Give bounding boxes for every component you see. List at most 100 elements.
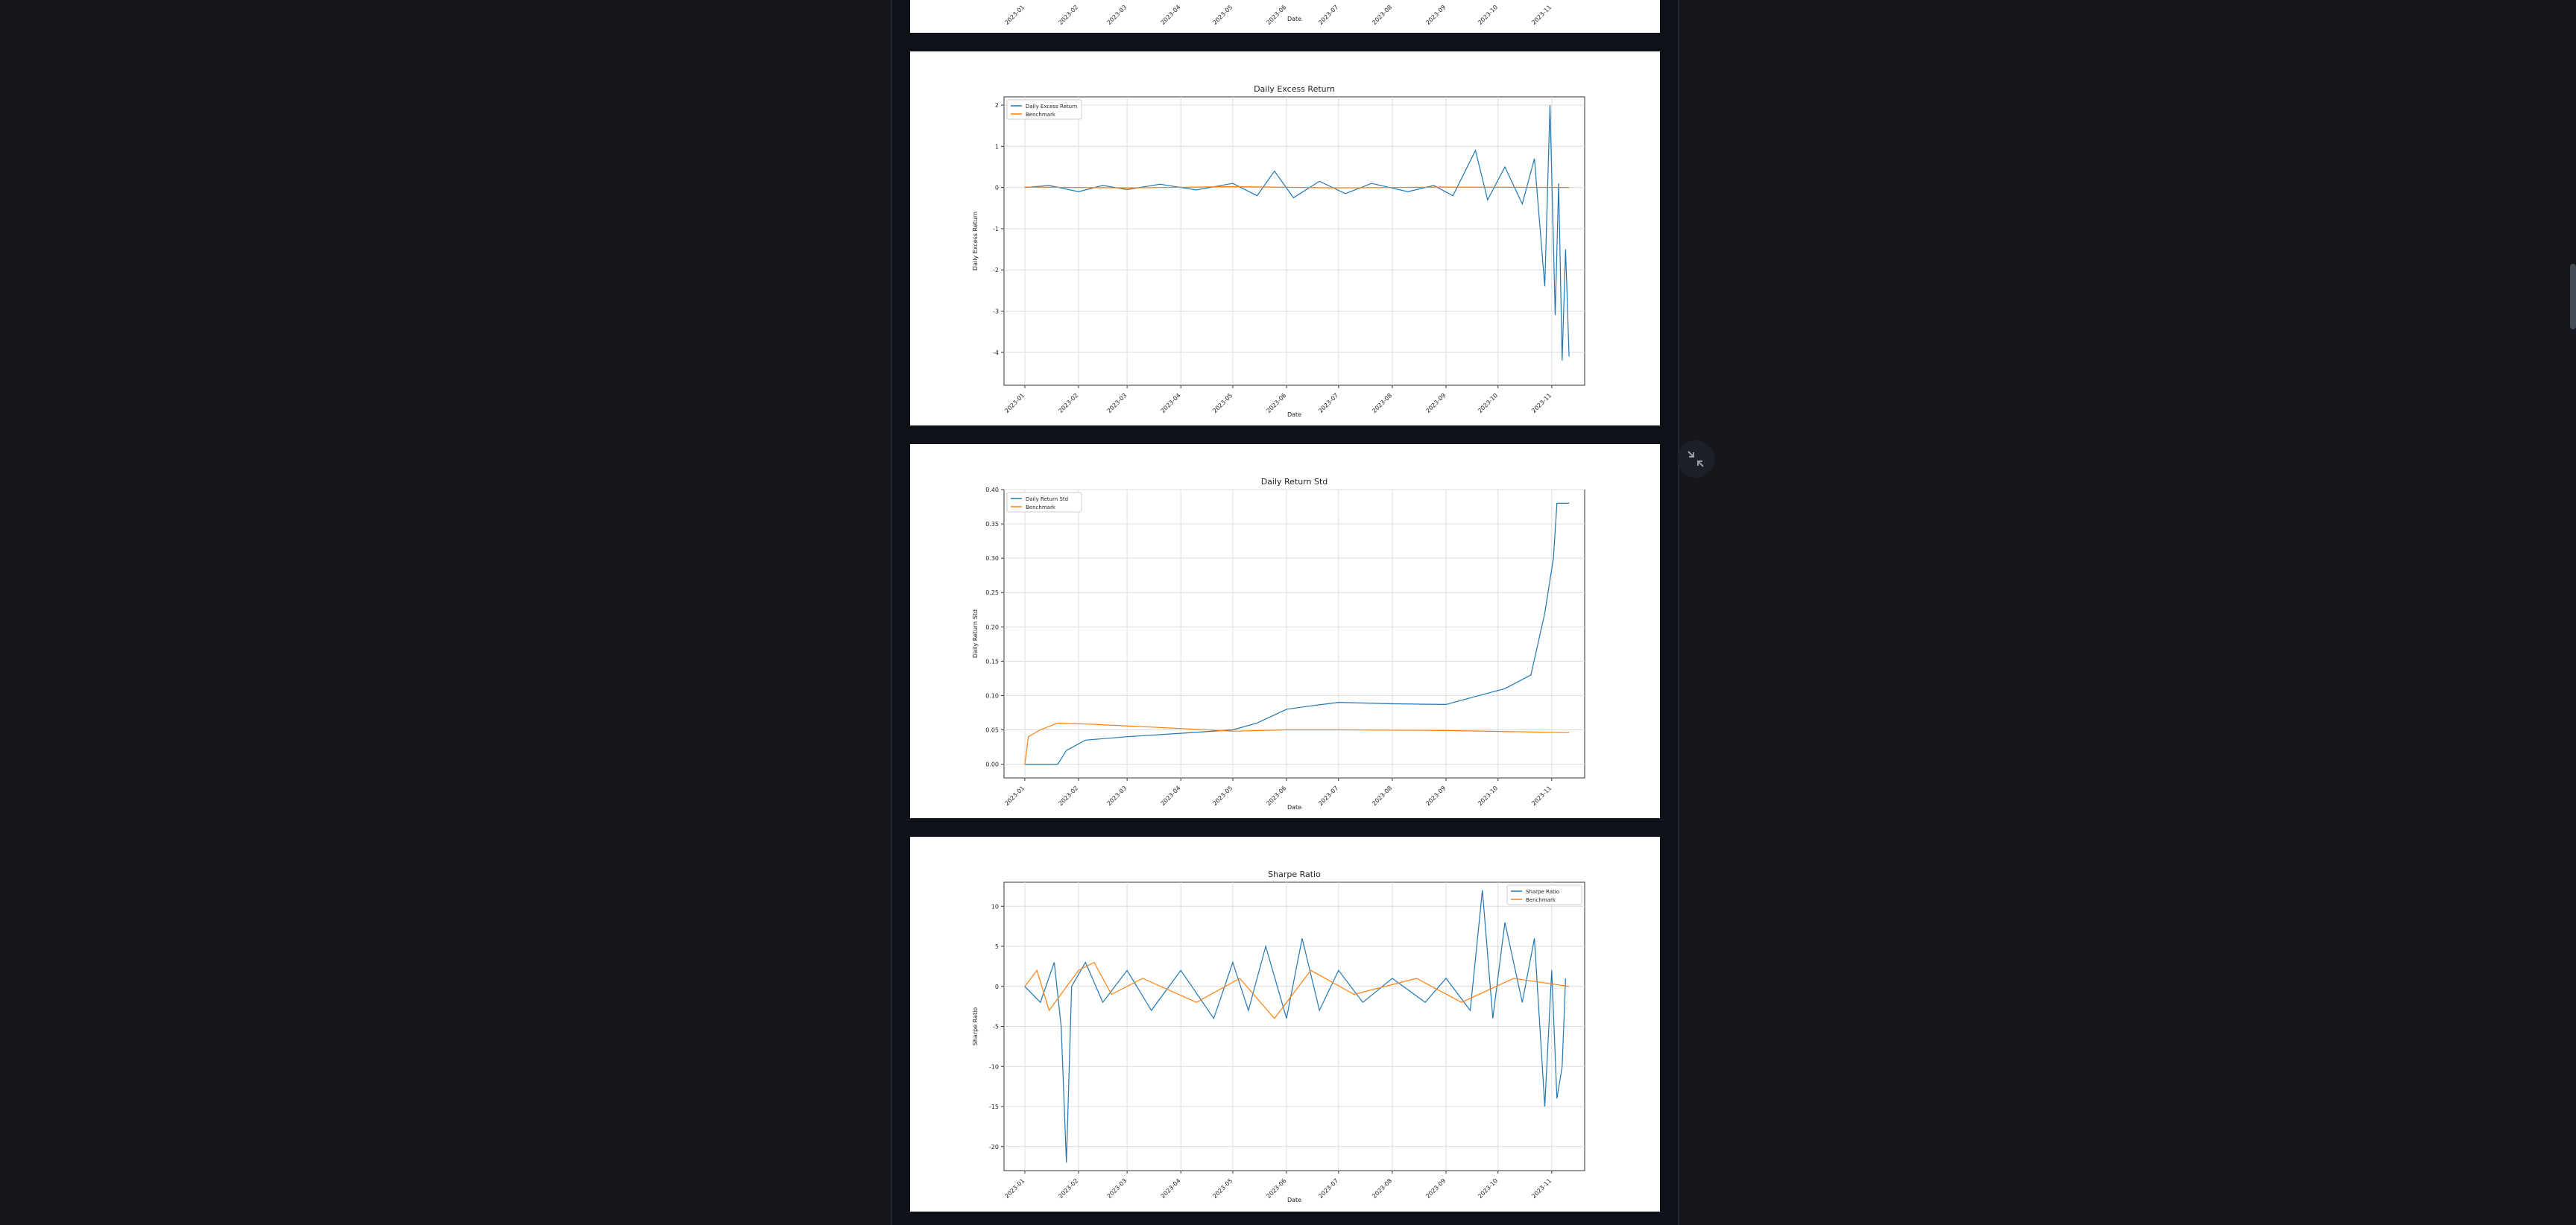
x-axis-label: Date — [1287, 411, 1301, 418]
x-tick-label: 2023-03 — [1106, 1177, 1128, 1200]
legend-box — [1006, 99, 1082, 120]
x-tick-label: 2023-02 — [1057, 1177, 1079, 1200]
series-line — [1024, 502, 1570, 765]
y-tick-label: 0.30 — [985, 555, 999, 562]
legend-box — [1006, 492, 1082, 513]
x-tick-label: 2023-11 — [1530, 785, 1553, 807]
partial-chart-svg: 2023-01 2023-02 2023-03 2023-04 2023-05 2023-… — [1003, 4, 1553, 26]
y-tick-label: -10 — [989, 1063, 999, 1070]
x-tick-label: 2023-06 — [1265, 785, 1287, 807]
x-tick-label: 2023-03 — [1106, 392, 1128, 414]
x-tick-label: 2023-07 — [1317, 1177, 1339, 1200]
daily-return-std-chart: 2023-01 2023-02 2023-03 2023-04 2023-05 2023-… — [972, 477, 1585, 811]
y-tick-label: 0.00 — [985, 762, 999, 768]
x-tick-label: 2023-03 — [1106, 4, 1128, 26]
x-tick-label: 2023-03 — [1106, 785, 1128, 807]
legend-label: Benchmark — [1026, 504, 1056, 510]
y-axis-label: Daily Return Std — [972, 610, 979, 658]
x-tick-label: 2023-10 — [1477, 4, 1499, 26]
legend-label: Sharpe Ratio — [1526, 889, 1559, 895]
x-tick-label: 2023-02 — [1057, 4, 1079, 26]
x-tick-label: 2023-09 — [1424, 392, 1447, 414]
y-tick-label: 2 — [995, 102, 999, 109]
chart-title: Sharpe Ratio — [1268, 870, 1321, 879]
y-tick-label: -1 — [993, 226, 999, 232]
chart-title: Daily Excess Return — [1254, 84, 1335, 94]
plot-area — [1003, 96, 1585, 386]
x-tick-label: 2023-05 — [1211, 392, 1234, 414]
series-line — [1024, 105, 1570, 361]
legend-box — [1506, 884, 1582, 905]
legend-label: Benchmark — [1026, 112, 1056, 118]
series-line — [1024, 961, 1570, 1019]
y-tick-label: -2 — [993, 267, 999, 273]
y-tick-label: 1 — [995, 143, 999, 150]
x-axis-label: Date — [1287, 1197, 1301, 1203]
daily-excess-return-chart: 2023-01 2023-02 2023-03 2023-04 2023-05 2023-… — [972, 84, 1585, 418]
series-line — [1024, 890, 1566, 1163]
x-tick-label: 2023-07 — [1317, 785, 1339, 807]
chart-card-sharpe-ratio: 2023-01 2023-02 2023-03 2023-04 2023-05 2023-… — [910, 837, 1660, 1212]
scrollbar-thumb[interactable] — [2570, 264, 2576, 329]
y-tick-label: 0.15 — [985, 658, 999, 665]
y-axis-label: Sharpe Ratio — [972, 1007, 979, 1046]
chart-card-partial: 2023-01 2023-02 2023-03 2023-04 2023-05 2023-… — [910, 0, 1660, 33]
y-tick-label: 0 — [995, 185, 999, 191]
x-tick-label: 2023-02 — [1057, 392, 1079, 414]
fullscreen-toggle-button[interactable] — [1677, 440, 1714, 478]
x-tick-label: 2023-11 — [1530, 1177, 1553, 1200]
x-tick-label: 2023-01 — [1003, 1177, 1026, 1200]
y-tick-label: 0.10 — [985, 692, 999, 699]
x-tick-label: 2023-04 — [1160, 392, 1182, 414]
x-tick-label: 2023-10 — [1477, 785, 1499, 807]
y-axis-label: Daily Excess Return — [972, 212, 979, 270]
x-tick-label: 2023-04 — [1160, 1177, 1182, 1200]
y-tick-label: 0.35 — [985, 521, 999, 528]
x-tick-label: 2023-05 — [1211, 1177, 1234, 1200]
x-tick-label: 2023-09 — [1424, 785, 1447, 807]
x-axis-label: Date — [1287, 804, 1301, 811]
x-tick-label: 2023-04 — [1160, 4, 1182, 26]
chart-card-daily-excess-return: 2023-01 2023-02 2023-03 2023-04 2023-05 2023-… — [910, 51, 1660, 425]
plot-area — [1003, 489, 1585, 779]
y-tick-label: 5 — [995, 943, 999, 950]
y-tick-label: 10 — [991, 903, 999, 910]
x-tick-label: 2023-08 — [1371, 1177, 1393, 1200]
legend-label: Daily Return Std — [1026, 496, 1068, 502]
series-line — [1024, 722, 1570, 765]
x-tick-label: 2023-04 — [1160, 785, 1182, 807]
x-tick-label: 2023-07 — [1317, 392, 1339, 414]
x-tick-label: 2023-05 — [1211, 4, 1234, 26]
y-tick-label: 0.05 — [985, 727, 999, 734]
sharpe-ratio-chart: 2023-01 2023-02 2023-03 2023-04 2023-05 2023-… — [972, 870, 1585, 1203]
y-tick-label: -4 — [993, 349, 999, 356]
chart-card-daily-return-std: 2023-01 2023-02 2023-03 2023-04 2023-05 2023-… — [910, 444, 1660, 818]
fullscreen-exit-icon — [1688, 451, 1704, 467]
x-tick-label: 2023-10 — [1477, 1177, 1499, 1200]
y-tick-label: 0 — [995, 984, 999, 990]
x-tick-label: 2023-08 — [1371, 4, 1393, 26]
x-tick-label: 2023-06 — [1265, 392, 1287, 414]
x-tick-label: 2023-09 — [1424, 4, 1447, 26]
x-tick-label: 2023-09 — [1424, 1177, 1447, 1200]
y-tick-label: -15 — [989, 1104, 999, 1110]
x-tick-label: 2023-02 — [1057, 785, 1079, 807]
x-tick-label: 2023-01 — [1003, 4, 1026, 26]
x-tick-label: 2023-01 — [1003, 785, 1026, 807]
x-tick-label: 2023-08 — [1371, 785, 1393, 807]
x-tick-label: 2023-11 — [1530, 392, 1553, 414]
y-tick-label: -20 — [989, 1144, 999, 1150]
x-tick-label: 2023-11 — [1530, 4, 1553, 26]
series-line — [1024, 186, 1570, 189]
y-tick-label: 0.40 — [985, 487, 999, 493]
x-axis-label: Date — [1287, 16, 1301, 22]
y-tick-label: -3 — [993, 308, 999, 314]
x-tick-label: 2023-06 — [1265, 1177, 1287, 1200]
x-tick-label: 2023-01 — [1003, 392, 1026, 414]
x-tick-label: 2023-05 — [1211, 785, 1234, 807]
x-tick-label: 2023-08 — [1371, 392, 1393, 414]
legend-label: Daily Excess Return — [1026, 104, 1077, 110]
y-tick-label: 0.20 — [985, 624, 999, 630]
y-tick-label: -5 — [993, 1024, 999, 1031]
x-tick-label: 2023-10 — [1477, 392, 1499, 414]
